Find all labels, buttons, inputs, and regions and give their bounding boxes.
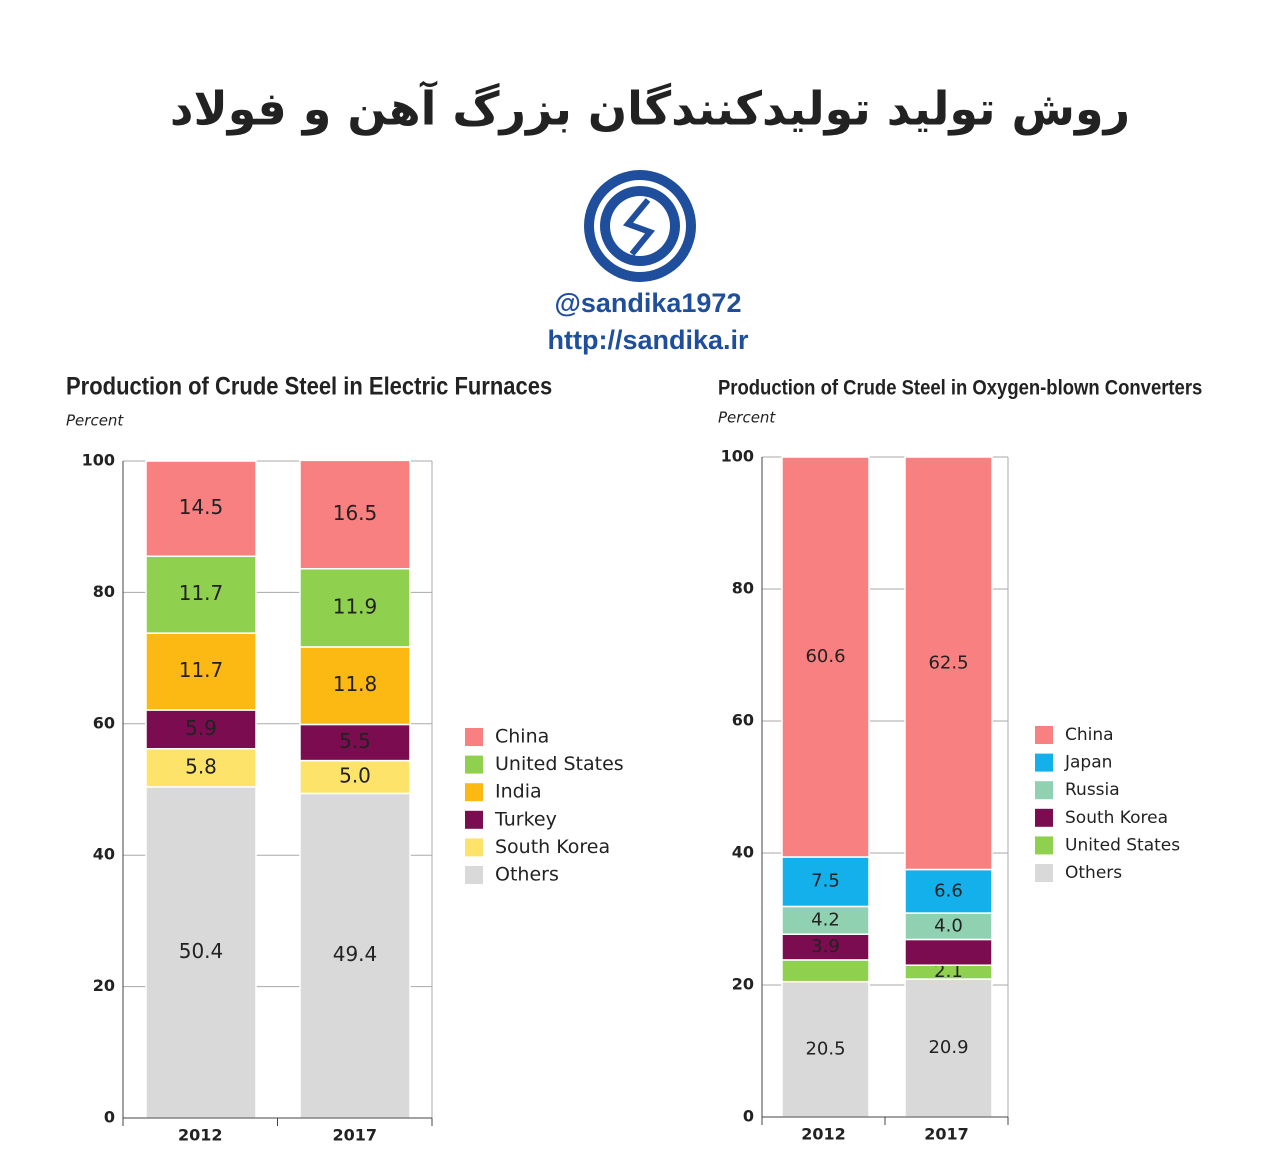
legend-swatch [1035,726,1053,744]
x-tick-label: 2012 [178,1126,223,1145]
url: http://sandika.ir [547,325,749,355]
y-tick-label: 80 [93,582,115,601]
y-tick-label: 60 [93,713,115,732]
y-tick-label: 60 [732,711,754,730]
bar-segment [904,456,993,871]
y-tick-label: 0 [104,1108,115,1127]
value-label: 5.0 [339,764,371,788]
legend-label: India [495,781,542,803]
y-tick-label: 100 [721,447,754,466]
value-label: 6.6 [934,880,963,901]
bar-segment [145,632,257,711]
bar-segment [145,460,257,558]
x-tick-label: 2012 [801,1125,846,1144]
value-label: 11.7 [179,581,224,605]
legend-swatch [1035,864,1053,882]
value-label: 14.5 [179,495,224,519]
legend-swatch [465,755,483,774]
y-axis-label: Percent [66,412,124,430]
bar-segment [145,748,257,788]
legend-label: South Korea [495,836,610,858]
legend-label: South Korea [1065,808,1168,828]
legend-swatch [1035,836,1053,855]
y-axis-label: Percent [718,409,776,427]
y-tick-label: 100 [82,451,115,470]
value-label: 62.5 [928,652,968,673]
legend-swatch [465,810,483,829]
chart: Production of Crude Steel in Electric Fu… [66,372,624,1144]
bar-segment [299,646,411,726]
bar-segment [299,759,411,795]
legend-label: United States [1065,835,1180,855]
value-label: 3.9 [811,936,840,957]
legend-label: China [1065,725,1114,745]
legend-swatch [1035,753,1053,772]
bar-segment [299,723,411,762]
legend-label: Russia [1065,780,1120,800]
legend-label: Turkey [494,808,557,830]
y-tick-label: 20 [732,975,754,994]
chart: Production of Crude Steel in Oxygen-blow… [718,376,1202,1143]
legend-label: China [495,726,549,748]
bar-segment [904,938,993,966]
logo [584,170,696,282]
legend-swatch [465,838,483,857]
page-title: روش تولید تولیدکنندگان بزرگ آهن و فولاد [170,81,1130,136]
y-tick-label: 40 [93,845,115,864]
y-tick-label: 40 [732,843,754,862]
bar-segment [145,786,257,1119]
value-label: 4.0 [934,915,963,936]
chart-title: Production of Crude Steel in Oxygen-blow… [718,376,1202,399]
value-label: 5.9 [185,716,217,740]
value-label: 7.5 [811,871,840,892]
chart-title: Production of Crude Steel in Electric Fu… [66,372,552,400]
legend-swatch [465,783,483,802]
y-tick-label: 20 [93,976,115,995]
bar-segment [781,905,870,935]
bar-segment [299,792,411,1119]
value-label: 11.9 [333,594,378,618]
value-label: 4.2 [811,909,840,930]
legend-swatch [465,728,483,746]
legend-swatch [465,866,483,884]
value-label: 60.6 [805,646,845,667]
x-tick-label: 2017 [332,1126,377,1145]
y-tick-label: 0 [743,1107,754,1126]
legend-label: Japan [1064,753,1112,773]
value-label: 50.4 [179,939,224,963]
legend-swatch [1035,781,1053,800]
value-label: 2.1 [934,961,963,982]
legend-swatch [1035,808,1053,827]
legend-label: United States [495,753,624,775]
bar-segment [781,933,870,961]
value-label: 5.8 [185,754,217,778]
y-tick-label: 80 [732,579,754,598]
value-label: 11.8 [333,672,378,696]
bar-segment [781,980,870,1118]
handle: @sandika1972 [555,288,742,318]
bar-segment [299,567,411,648]
legend-label: Others [495,864,559,886]
value-label: 20.5 [805,1038,845,1059]
legend-label: Others [1065,863,1122,883]
value-label: 11.7 [179,658,224,682]
bar-segment [781,959,870,983]
value-label: 20.9 [928,1037,968,1058]
value-label: 5.5 [339,729,371,753]
bar-segment [299,459,411,570]
value-label: 49.4 [333,942,378,966]
x-tick-label: 2017 [924,1125,969,1144]
bar-segment [781,856,870,908]
value-label: 16.5 [333,501,378,525]
bar-segment [781,456,870,858]
